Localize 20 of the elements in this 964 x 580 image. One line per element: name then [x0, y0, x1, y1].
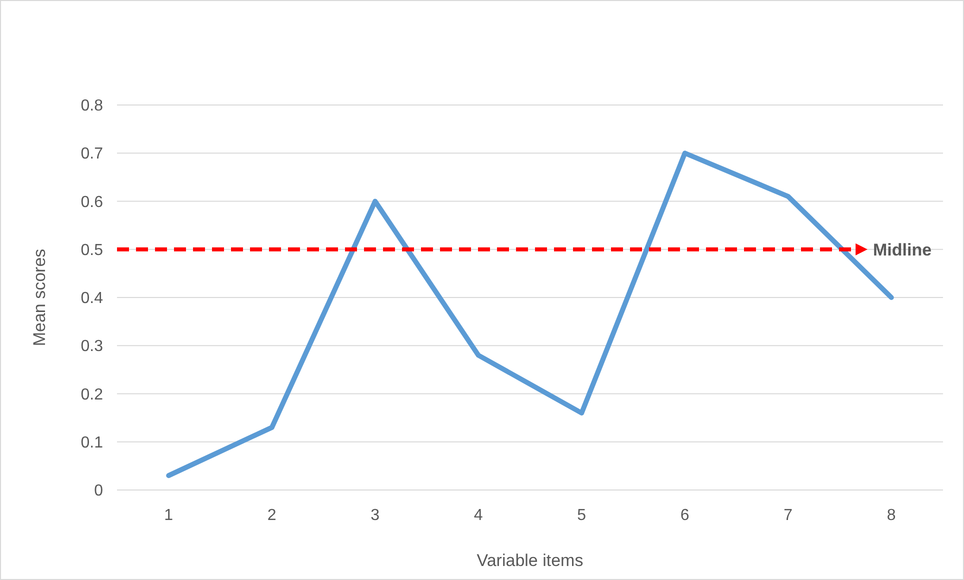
y-tick-label: 0.5 [80, 242, 104, 259]
x-tick-label: 1 [164, 507, 174, 524]
y-tick-label: 0.2 [80, 386, 104, 404]
x-tick-label: 7 [784, 507, 793, 524]
x-tick-label: 5 [577, 507, 586, 524]
y-axis-title: Mean scores [30, 248, 49, 346]
y-tick-label: 0.7 [80, 146, 104, 163]
y-tick-label: 0 [94, 482, 104, 500]
y-tick-label: 0.6 [80, 194, 104, 211]
y-tick-label: 0.4 [80, 290, 104, 308]
x-axis-title: Variable items [476, 551, 584, 570]
x-tick-label: 8 [886, 507, 896, 524]
x-tick-label: 3 [370, 507, 380, 524]
y-tick-label: 0.8 [80, 98, 104, 115]
y-tick-label: 0.3 [80, 338, 104, 356]
ref-line-label: Midline [873, 240, 932, 260]
y-tick-label: 0.1 [80, 434, 104, 452]
x-tick-label: 6 [680, 507, 690, 524]
x-tick-label: 4 [474, 507, 483, 524]
x-tick-label: 2 [267, 507, 276, 524]
